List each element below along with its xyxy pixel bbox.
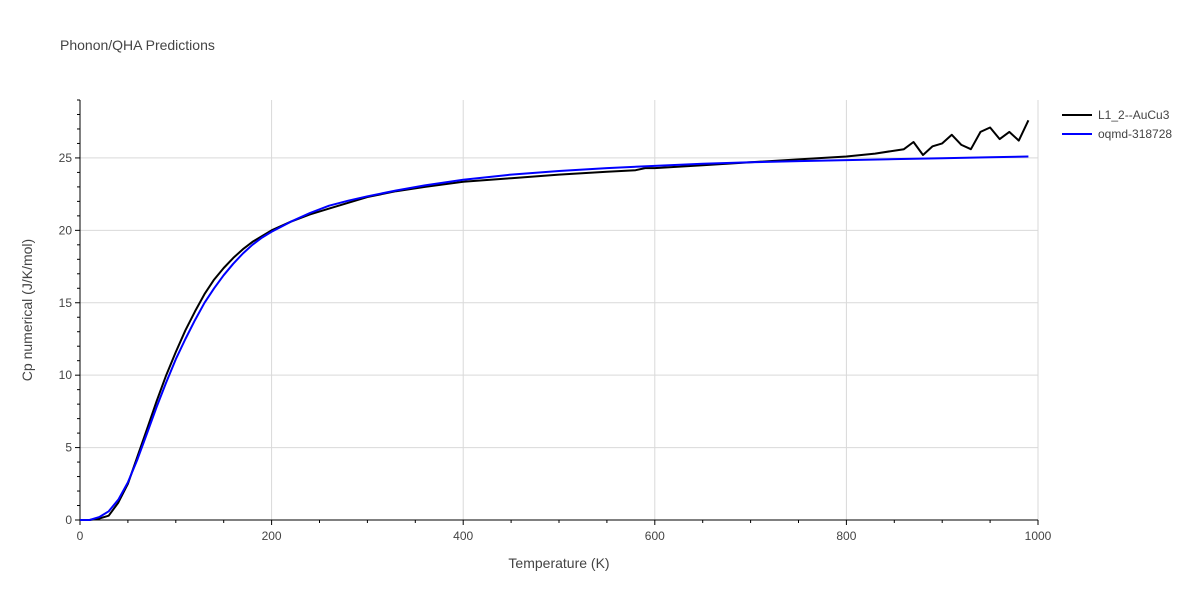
x-tick-label: 600 [645,529,665,543]
y-tick-label: 15 [59,296,73,310]
x-tick-label: 0 [77,529,84,543]
legend[interactable]: L1_2--AuCu3 oqmd-318728 [1062,108,1172,141]
x-axis-title: Temperature (K) [508,555,609,571]
legend-item-1[interactable]: oqmd-318728 [1062,127,1172,141]
legend-item-0[interactable]: L1_2--AuCu3 [1062,108,1170,122]
y-tick-label: 25 [59,151,73,165]
x-tick-label: 200 [262,529,282,543]
series-line-1 [80,155,1029,521]
chart-title: Phonon/QHA Predictions [60,37,215,53]
y-tick-label: 10 [59,368,73,382]
grid [80,100,1039,520]
plot-lines [80,119,1030,521]
y-tick-label: 5 [65,441,72,455]
y-tick-label: 0 [65,513,72,527]
y-ticks: 0 5 10 15 20 25 [59,99,80,527]
x-tick-label: 400 [453,529,473,543]
legend-label: L1_2--AuCu3 [1098,108,1170,122]
y-tick-label: 20 [59,223,73,237]
series-line-0 [80,119,1030,521]
x-tick-label: 800 [836,529,856,543]
y-axis-title: Cp numerical (J/K/mol) [19,239,35,381]
x-tick-label: 1000 [1025,529,1052,543]
legend-label: oqmd-318728 [1098,127,1172,141]
x-ticks: 0 200 400 600 800 1000 [77,520,1052,543]
axes [79,100,1038,521]
